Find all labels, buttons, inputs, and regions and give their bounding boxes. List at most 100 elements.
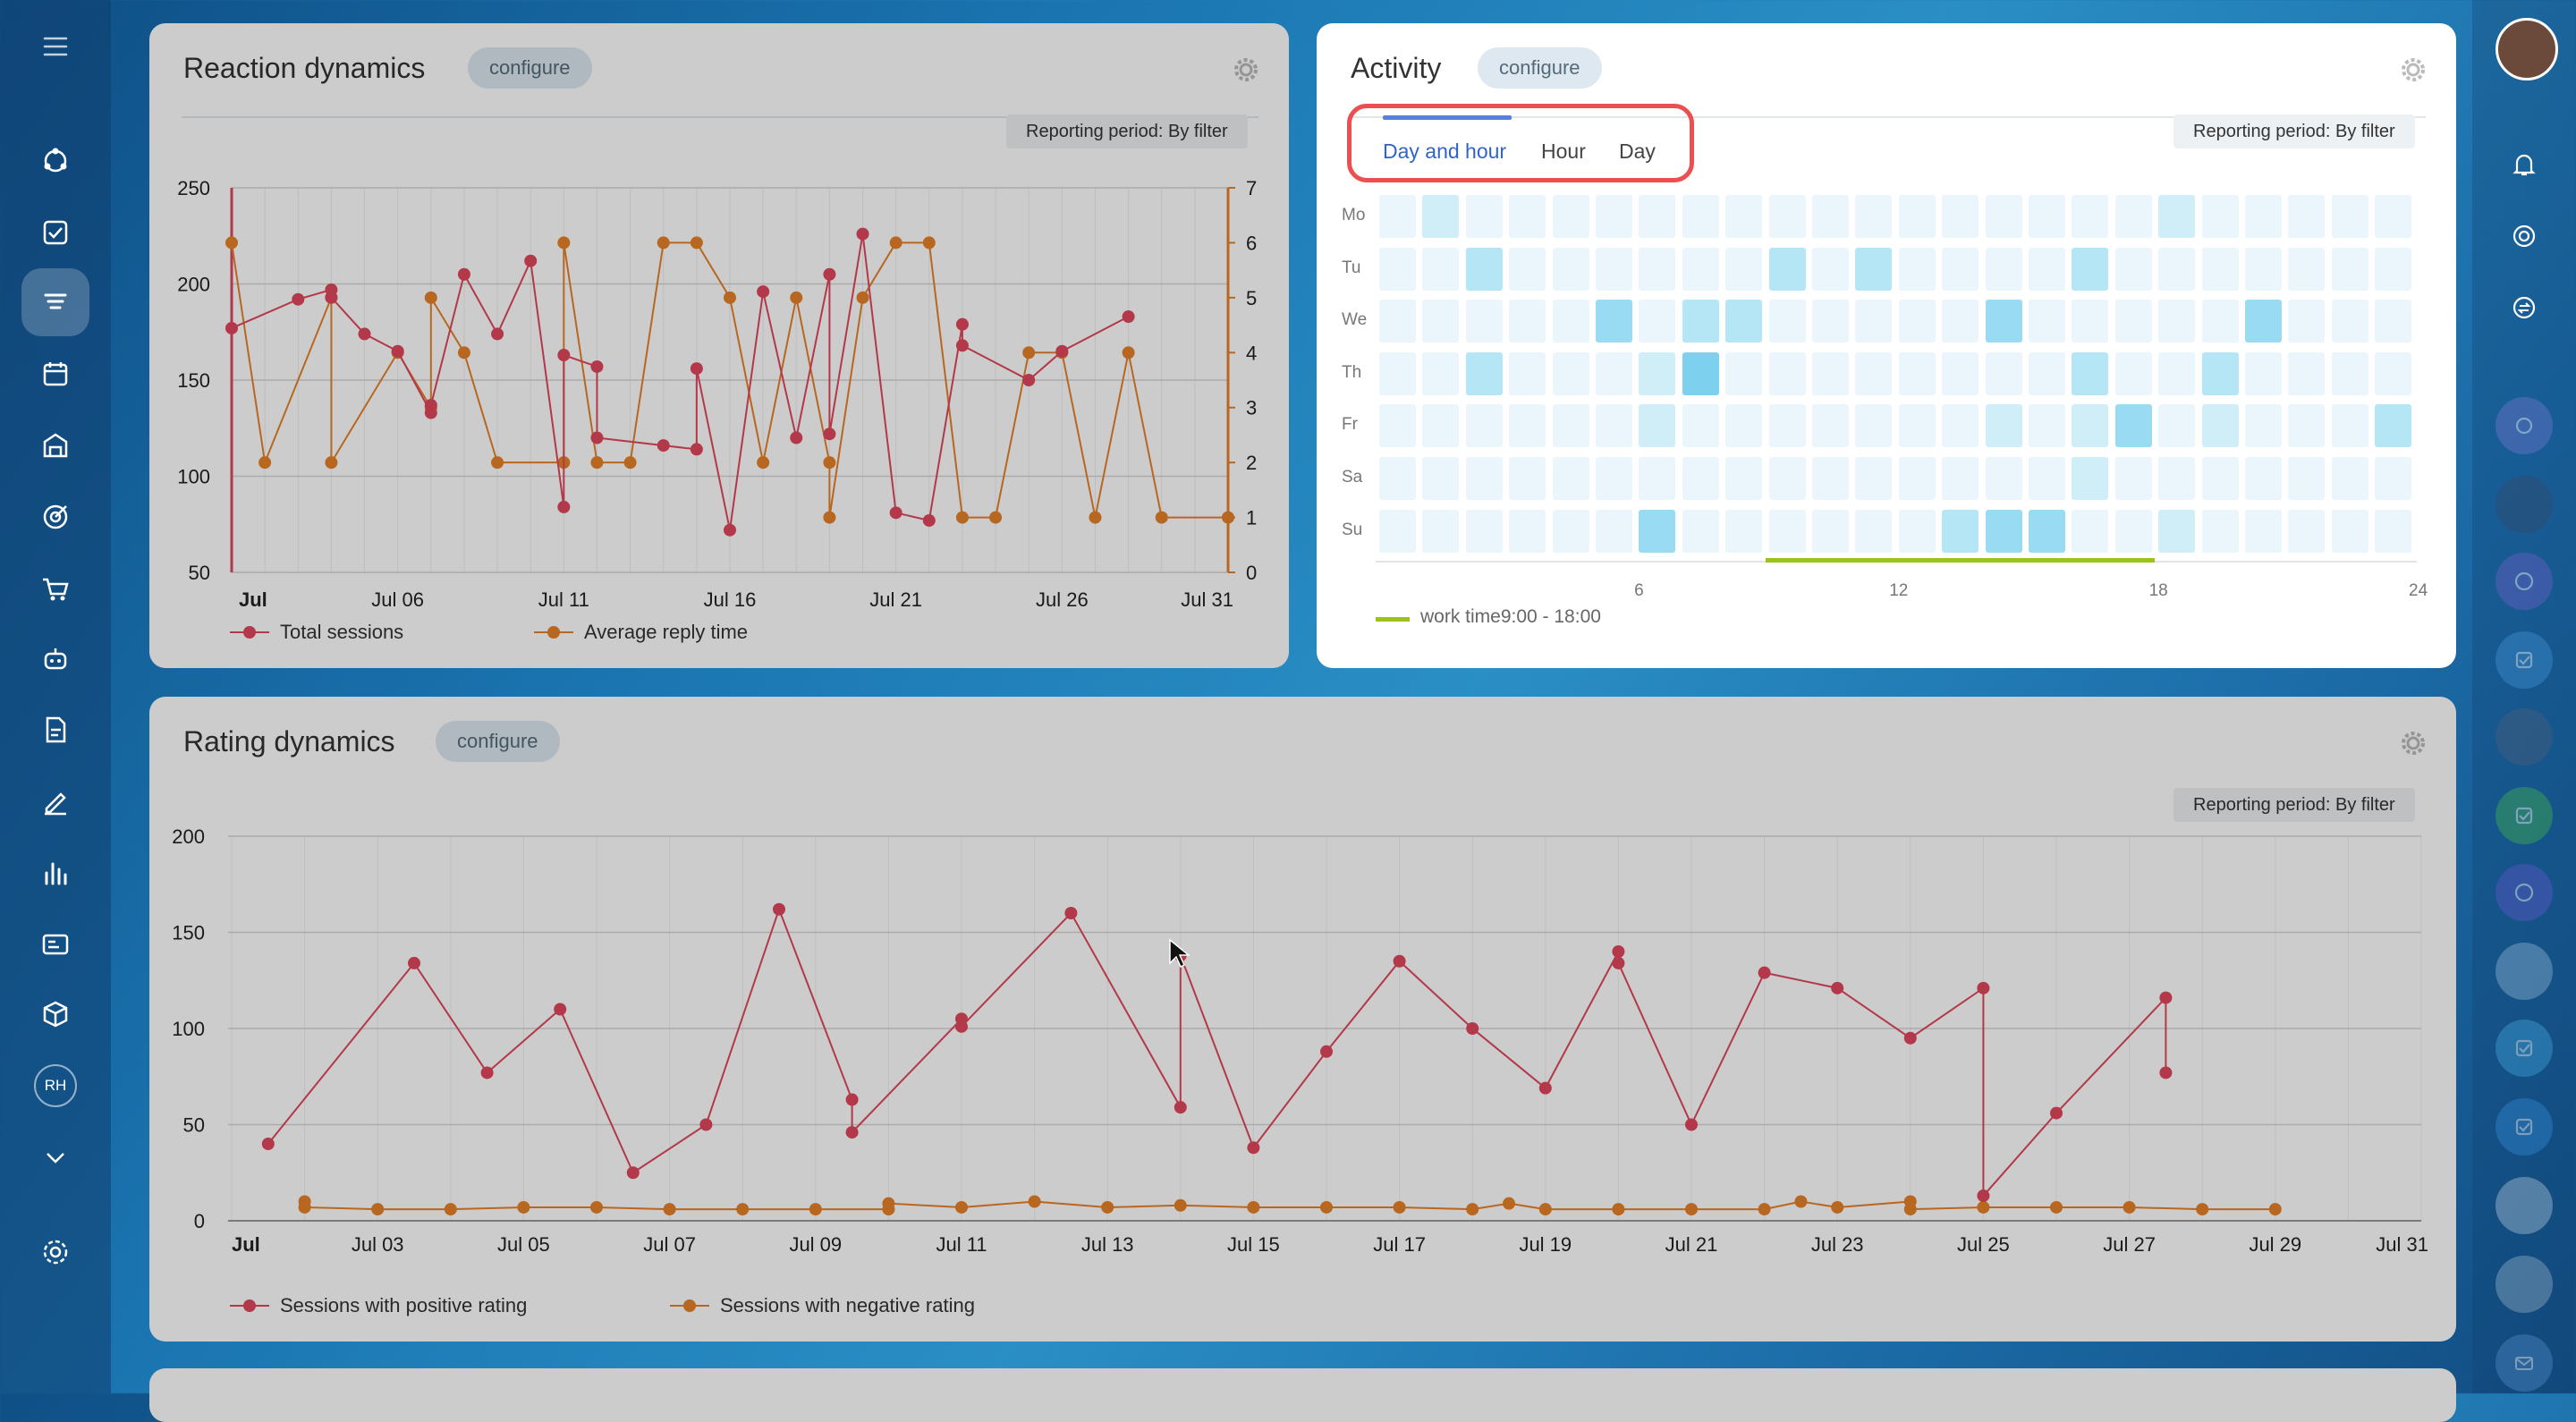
heatmap-cell[interactable] <box>1682 404 1719 448</box>
heatmap-cell[interactable] <box>2331 457 2368 500</box>
heatmap-cell[interactable] <box>1552 457 1589 500</box>
heatmap-cell[interactable] <box>2072 195 2109 238</box>
heatmap-cell[interactable] <box>2245 351 2282 395</box>
heatmap-cell[interactable] <box>1596 351 1632 395</box>
heatmap-cell[interactable] <box>1465 300 1503 343</box>
heatmap-cell[interactable] <box>1985 509 2022 553</box>
heatmap-cell[interactable] <box>1942 351 1979 395</box>
box-icon[interactable] <box>21 980 89 1048</box>
profile-avatar[interactable] <box>2496 18 2558 80</box>
heatmap-cell[interactable] <box>2201 195 2239 238</box>
heatmap-cell[interactable] <box>1985 404 2022 448</box>
heatmap-cell[interactable] <box>1725 351 1763 395</box>
heatmap-cell[interactable] <box>1639 351 1676 395</box>
bot-icon[interactable] <box>21 626 89 694</box>
heatmap-cell[interactable] <box>2114 300 2152 343</box>
calendar-icon[interactable] <box>21 340 89 408</box>
gear-icon[interactable] <box>1232 55 1260 84</box>
heatmap-cell[interactable] <box>1422 351 1460 395</box>
gear-icon[interactable] <box>2399 55 2428 84</box>
heatmap-cell[interactable] <box>1812 247 1849 291</box>
id-card-icon[interactable] <box>21 910 89 978</box>
heatmap-cell[interactable] <box>1682 300 1719 343</box>
chevron-down-icon[interactable] <box>21 1123 89 1191</box>
heatmap-cell[interactable] <box>2288 300 2326 343</box>
heatmap-cell[interactable] <box>1509 300 1546 343</box>
chat-task-icon-1[interactable] <box>2496 631 2553 689</box>
heatmap-cell[interactable] <box>1898 300 1936 343</box>
tab-hour[interactable]: Hour <box>1541 140 1586 163</box>
heatmap-cell[interactable] <box>1596 300 1632 343</box>
heatmap-cell[interactable] <box>1898 457 1936 500</box>
heatmap-cell[interactable] <box>2072 247 2109 291</box>
heatmap-cell[interactable] <box>2029 457 2065 500</box>
heatmap-cell[interactable] <box>2158 457 2196 500</box>
heatmap-cell[interactable] <box>1639 247 1676 291</box>
heatmap-cell[interactable] <box>2245 457 2282 500</box>
settings-icon[interactable] <box>21 1218 89 1286</box>
heatmap-cell[interactable] <box>2072 300 2109 343</box>
documents-icon[interactable] <box>21 696 89 764</box>
heatmap-cell[interactable] <box>2158 247 2196 291</box>
heatmap-cell[interactable] <box>1812 351 1849 395</box>
heatmap-cell[interactable] <box>1725 509 1763 553</box>
heatmap-cell[interactable] <box>1422 195 1460 238</box>
heatmap-cell[interactable] <box>2375 247 2412 291</box>
heatmap-cell[interactable] <box>1812 457 1849 500</box>
heatmap-cell[interactable] <box>1422 300 1460 343</box>
reporting-period[interactable]: Reporting period: By filter <box>2174 788 2415 822</box>
heatmap-cell[interactable] <box>2201 351 2239 395</box>
heatmap-cell[interactable] <box>1725 404 1763 448</box>
heatmap-cell[interactable] <box>2029 404 2065 448</box>
heatmap-cell[interactable] <box>1725 247 1763 291</box>
gear-icon[interactable] <box>2399 729 2428 758</box>
heatmap-cell[interactable] <box>1812 195 1849 238</box>
heatmap-cell[interactable] <box>1379 457 1416 500</box>
heatmap-cell[interactable] <box>2288 351 2326 395</box>
heatmap-cell[interactable] <box>1552 247 1589 291</box>
heatmap-cell[interactable] <box>2331 509 2368 553</box>
heatmap-cell[interactable] <box>2331 404 2368 448</box>
heatmap-cell[interactable] <box>1985 457 2022 500</box>
heatmap-cell[interactable] <box>1985 351 2022 395</box>
heatmap-cell[interactable] <box>1465 457 1503 500</box>
heatmap-cell[interactable] <box>1379 300 1416 343</box>
heatmap-cell[interactable] <box>1465 247 1503 291</box>
heatmap-cell[interactable] <box>1898 509 1936 553</box>
legend-positive-rating[interactable]: Sessions with positive rating <box>230 1294 527 1317</box>
reporting-period[interactable]: Reporting period: By filter <box>2174 114 2415 148</box>
heatmap-cell[interactable] <box>1509 351 1546 395</box>
heatmap-cell[interactable] <box>1768 509 1806 553</box>
heatmap-cell[interactable] <box>2029 195 2065 238</box>
heatmap-cell[interactable] <box>1422 509 1460 553</box>
tab-day[interactable]: Day <box>1619 140 1656 163</box>
legend-total-sessions[interactable]: Total sessions <box>230 621 403 644</box>
heatmap-cell[interactable] <box>1639 509 1676 553</box>
heatmap-cell[interactable] <box>1898 247 1936 291</box>
heatmap-cell[interactable] <box>1509 457 1546 500</box>
heatmap-cell[interactable] <box>1509 247 1546 291</box>
heatmap-cell[interactable] <box>2331 195 2368 238</box>
heatmap-cell[interactable] <box>1379 404 1416 448</box>
heatmap-cell[interactable] <box>2375 404 2412 448</box>
heatmap-cell[interactable] <box>2114 247 2152 291</box>
heatmap-cell[interactable] <box>1768 300 1806 343</box>
chat-task-icon-3[interactable] <box>2496 1020 2553 1077</box>
heatmap-cell[interactable] <box>1855 195 1893 238</box>
heatmap-cell[interactable] <box>1639 404 1676 448</box>
chat-avatar-group-2[interactable] <box>2496 864 2553 921</box>
heatmap-cell[interactable] <box>1596 509 1632 553</box>
heatmap-cell[interactable] <box>2288 195 2326 238</box>
heatmap-cell[interactable] <box>2114 404 2152 448</box>
heatmap-cell[interactable] <box>1985 247 2022 291</box>
heatmap-cell[interactable] <box>1768 351 1806 395</box>
heatmap-cell[interactable] <box>1639 195 1676 238</box>
heatmap-cell[interactable] <box>1465 509 1503 553</box>
heatmap-cell[interactable] <box>1942 195 1979 238</box>
chat-avatar-q[interactable] <box>2496 397 2553 454</box>
tab-day-and-hour[interactable]: Day and hour <box>1383 140 1507 163</box>
heatmap-cell[interactable] <box>2245 300 2282 343</box>
heatmap-cell[interactable] <box>1855 351 1893 395</box>
heatmap-cell[interactable] <box>2029 247 2065 291</box>
heatmap-cell[interactable] <box>1985 195 2022 238</box>
